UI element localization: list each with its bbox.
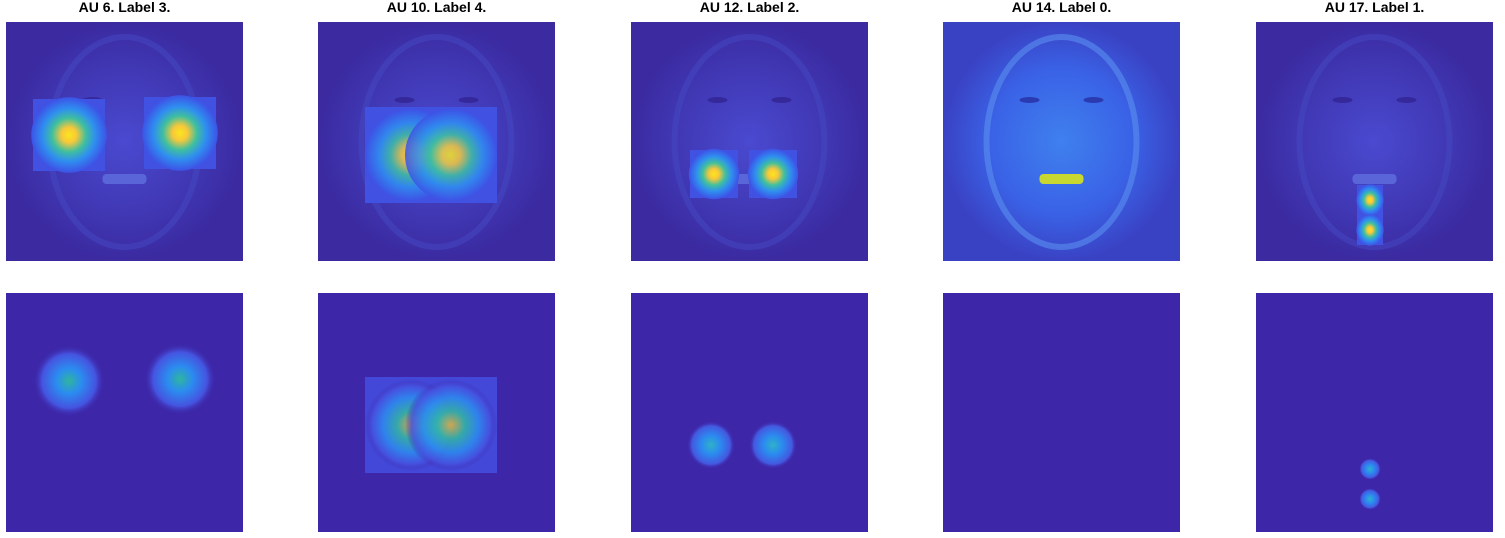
panel-title: AU 6. Label 3.	[79, 0, 171, 15]
eye	[1396, 97, 1417, 103]
heat-spot	[1356, 214, 1384, 246]
face-outline	[1296, 34, 1453, 250]
heatmap	[6, 293, 243, 532]
eye	[394, 97, 415, 103]
panel: AU 10. Label 4.	[318, 0, 555, 532]
face-image	[943, 22, 1180, 261]
face-image	[631, 22, 868, 261]
heat-spot	[749, 421, 797, 469]
panel: AU 14. Label 0.	[943, 0, 1180, 532]
heat-spot	[31, 97, 107, 173]
heat-spot	[747, 148, 799, 200]
heatmap	[943, 293, 1180, 532]
panel: AU 12. Label 2.	[631, 0, 868, 532]
mouth	[1352, 174, 1397, 184]
panel-title: AU 10. Label 4.	[387, 0, 487, 15]
panel: AU 6. Label 3.	[6, 0, 243, 532]
eye	[771, 97, 792, 103]
eye	[707, 97, 728, 103]
heat-spot	[1359, 458, 1381, 480]
heat-spot	[405, 109, 497, 201]
heat-spot	[142, 95, 218, 171]
heat-spot	[1359, 488, 1381, 510]
mouth	[102, 174, 147, 184]
eye	[1019, 97, 1040, 103]
panel: AU 17. Label 1.	[1256, 0, 1493, 532]
heatmap	[631, 293, 868, 532]
eye	[1332, 97, 1353, 103]
eye	[1083, 97, 1104, 103]
heat-spot	[687, 421, 735, 469]
heat-spot	[33, 345, 105, 417]
panels: AU 6. Label 3. AU 10. Label 4. AU 12. Labe…	[6, 0, 1493, 532]
eye	[458, 97, 479, 103]
heat-spot	[405, 379, 497, 471]
heat-spot	[1356, 184, 1384, 216]
face-outline	[358, 34, 515, 250]
panel-title: AU 14. Label 0.	[1012, 0, 1112, 15]
heat-spot	[144, 343, 216, 415]
panel-title: AU 17. Label 1.	[1325, 0, 1425, 15]
face-outline	[983, 34, 1140, 250]
face-outline	[671, 34, 828, 250]
panel-title: AU 12. Label 2.	[700, 0, 800, 15]
heat-spot	[688, 148, 740, 200]
mouth	[1039, 174, 1084, 184]
